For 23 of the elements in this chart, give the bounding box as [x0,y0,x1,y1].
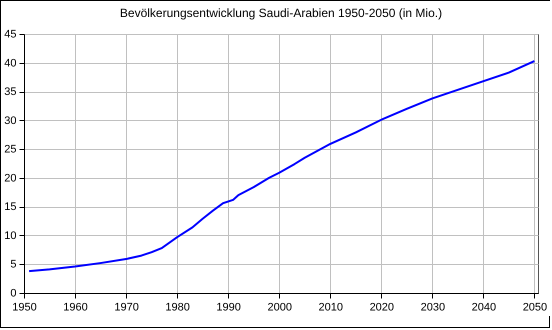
y-tick-label: 35 [4,86,16,98]
x-tick-label: 2010 [318,302,343,314]
x-tick-label: 1960 [63,302,88,314]
y-tick-label: 40 [4,57,16,70]
chart-title: Bevölkerungsentwicklung Saudi-Arabien 1950-2050 (in Mio.) [120,6,442,20]
y-tick-label: 45 [4,28,16,40]
x-tick-label: 2000 [267,302,292,314]
y-tick-label: 5 [10,258,16,271]
x-tick-label: 2050 [522,302,548,314]
x-tick-label: 2020 [370,302,394,314]
x-tick-label: 1980 [165,302,190,314]
y-tick-label: 15 [4,201,16,214]
y-tick-label: 20 [4,172,16,184]
y-tick-label: 0 [10,288,16,300]
y-tick-label: 30 [4,114,16,127]
y-tick-label: 10 [4,230,16,242]
x-tick-label: 2030 [420,302,446,314]
x-tick-label: 2040 [472,302,496,314]
x-tick-label: 1950 [12,302,37,314]
line-series [28,60,536,272]
y-tick-label: 25 [4,144,16,156]
x-tick-label: 1970 [114,302,139,314]
x-tick-label: 1990 [216,302,241,314]
